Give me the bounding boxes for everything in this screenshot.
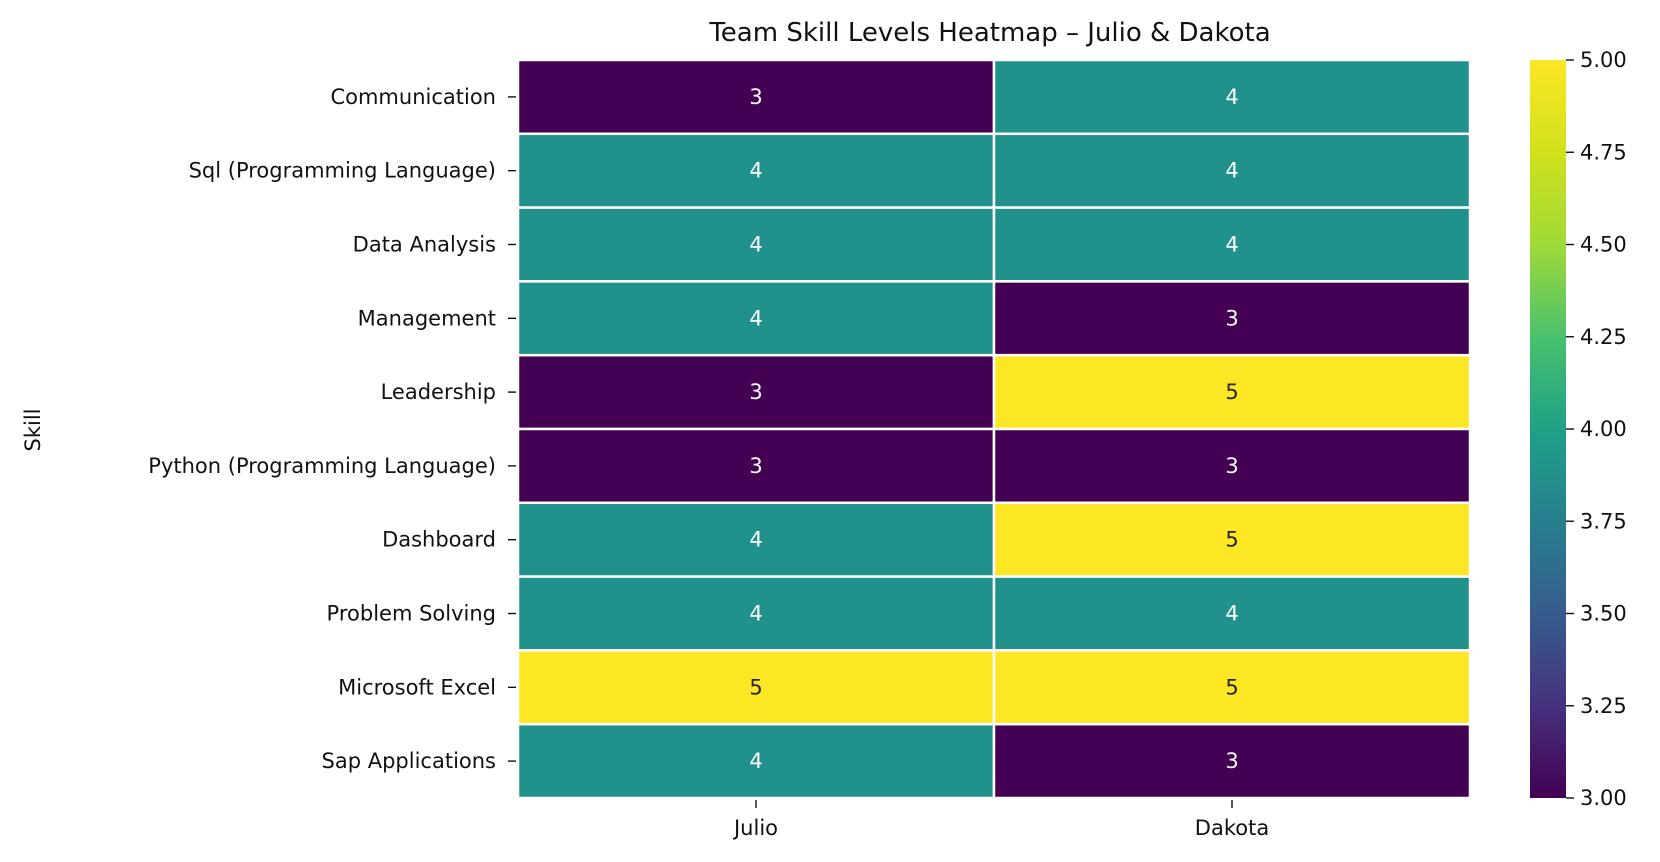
colorbar-tick-label: 3.00	[1580, 786, 1627, 810]
heatmap-cell	[992, 132, 1472, 209]
heatmap-cell	[516, 58, 996, 136]
y-tick-label: Python (Programming Language)	[148, 454, 496, 478]
cell-value-label: 4	[1225, 159, 1238, 183]
y-tick-label: Communication	[330, 85, 496, 109]
heatmap-cell	[992, 427, 1472, 505]
heatmap-cell-labels: 3 4 4 4 4 4 4 3 3 5 3 3 4 5 4 4 5 5 4 3	[749, 85, 1238, 773]
cell-value-label: 3	[749, 85, 762, 109]
heatmap-cells	[516, 58, 1472, 800]
colorbar-tick-label: 4.75	[1580, 140, 1627, 164]
colorbar-tick-label: 3.25	[1580, 694, 1627, 718]
cell-value-label: 5	[1225, 528, 1238, 552]
cell-value-label: 4	[749, 306, 762, 330]
heatmap-cell	[516, 132, 996, 209]
cell-value-label: 3	[749, 454, 762, 478]
y-axis-label: Skill	[21, 409, 45, 452]
cell-value-label: 3	[749, 380, 762, 404]
colorbar	[1530, 60, 1566, 798]
y-tick-label: Sap Applications	[322, 749, 496, 773]
cell-value-label: 4	[749, 159, 762, 183]
y-tick-label: Leadership	[381, 380, 496, 404]
x-axis-ticks: Julio Dakota	[732, 800, 1269, 840]
heatmap-cell	[992, 58, 1472, 136]
colorbar-tick-label: 4.25	[1580, 325, 1627, 349]
cell-value-label: 4	[1225, 85, 1238, 109]
colorbar-tick-label: 5.00	[1580, 48, 1627, 72]
heatmap-cell	[992, 206, 1472, 283]
cell-value-label: 3	[1225, 306, 1238, 330]
y-tick-label: Problem Solving	[327, 602, 496, 626]
y-tick-label: Microsoft Excel	[338, 675, 496, 699]
heatmap-cell	[992, 575, 1472, 652]
y-tick-label: Management	[358, 306, 496, 330]
chart-title: Team Skill Levels Heatmap – Julio & Dako…	[708, 18, 1270, 48]
cell-value-label: 4	[749, 602, 762, 626]
x-tick-label: Julio	[732, 816, 778, 840]
cell-value-label: 4	[749, 749, 762, 773]
cell-value-label: 3	[1225, 454, 1238, 478]
colorbar-tick-label: 3.50	[1580, 602, 1627, 626]
heatmap-cell	[516, 722, 996, 800]
cell-value-label: 4	[1225, 233, 1238, 257]
heatmap-cell	[516, 649, 996, 726]
colorbar-tick-label: 3.75	[1580, 509, 1627, 533]
cell-value-label: 5	[1225, 675, 1238, 699]
x-tick-label: Dakota	[1195, 816, 1269, 840]
colorbar-tick-label: 4.00	[1580, 417, 1627, 441]
y-tick-label: Data Analysis	[353, 233, 496, 257]
y-tick-label: Sql (Programming Language)	[189, 159, 496, 183]
colorbar-tick-label: 4.50	[1580, 233, 1627, 257]
heatmap-cell	[992, 353, 1472, 431]
cell-value-label: 4	[749, 528, 762, 552]
y-tick-label: Dashboard	[382, 528, 496, 552]
heatmap-cell	[992, 501, 1472, 578]
y-axis-ticks: Communication Sql (Programming Language) D…	[148, 85, 516, 773]
cell-value-label: 4	[749, 233, 762, 257]
cell-value-label: 3	[1225, 749, 1238, 773]
colorbar-ticks: 3.00 3.25 3.50 3.75 4.00 4.25 4.50 4.75 5.00	[1566, 48, 1627, 810]
cell-value-label: 4	[1225, 602, 1238, 626]
heatmap-cell	[992, 280, 1472, 357]
cell-value-label: 5	[1225, 380, 1238, 404]
heatmap-cell	[992, 722, 1472, 800]
cell-value-label: 5	[749, 675, 762, 699]
heatmap-cell	[992, 649, 1472, 726]
